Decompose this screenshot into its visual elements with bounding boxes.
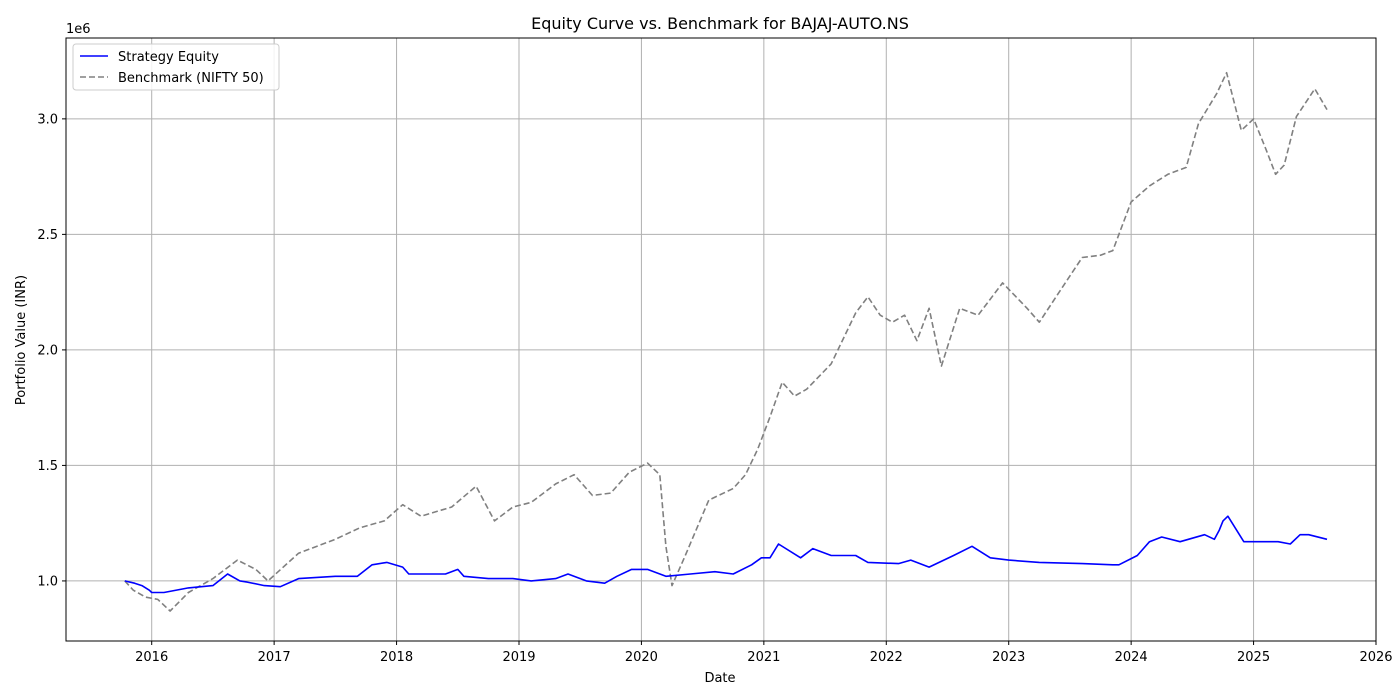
x-tick-label: 2016: [135, 650, 168, 665]
x-tick-label: 2025: [1237, 650, 1270, 665]
series-layer: [124, 71, 1328, 612]
y-tick-label: 2.5: [37, 228, 58, 243]
y-tick-label: 1.0: [37, 574, 58, 589]
y-offset-text: 1e6: [66, 22, 91, 37]
y-tick-label: 3.0: [37, 112, 58, 127]
x-tick-label: 2019: [502, 650, 535, 665]
x-tick-label: 2026: [1359, 650, 1392, 665]
legend: Strategy Equity Benchmark (NIFTY 50): [72, 43, 280, 91]
tick-layer: 2016 2017 2018 2019 2020 2021 2022 2023 2024 2025…: [37, 112, 1392, 665]
x-tick-label: 2022: [870, 650, 903, 665]
x-tick-label: 2023: [992, 650, 1025, 665]
legend-label-strategy: Strategy Equity: [118, 50, 219, 65]
legend-label-benchmark: Benchmark (NIFTY 50): [118, 71, 264, 86]
series-line-benchmark: [124, 71, 1328, 612]
y-tick-label: 2.0: [37, 343, 58, 358]
y-axis-title: Portfolio Value (INR): [14, 275, 29, 405]
x-tick-label: 2024: [1115, 650, 1148, 665]
x-tick-label: 2021: [747, 650, 780, 665]
y-tick-label: 1.5: [37, 459, 58, 474]
legend-box: [72, 43, 280, 91]
x-axis-title: Date: [704, 671, 735, 686]
x-tick-label: 2017: [258, 650, 291, 665]
series-line-strategy-equity: [124, 515, 1328, 594]
plot-frame: [65, 37, 1377, 642]
chart-title: Equity Curve vs. Benchmark for BAJAJ-AUT…: [531, 14, 909, 33]
x-tick-label: 2018: [380, 650, 413, 665]
x-tick-label: 2020: [625, 650, 658, 665]
